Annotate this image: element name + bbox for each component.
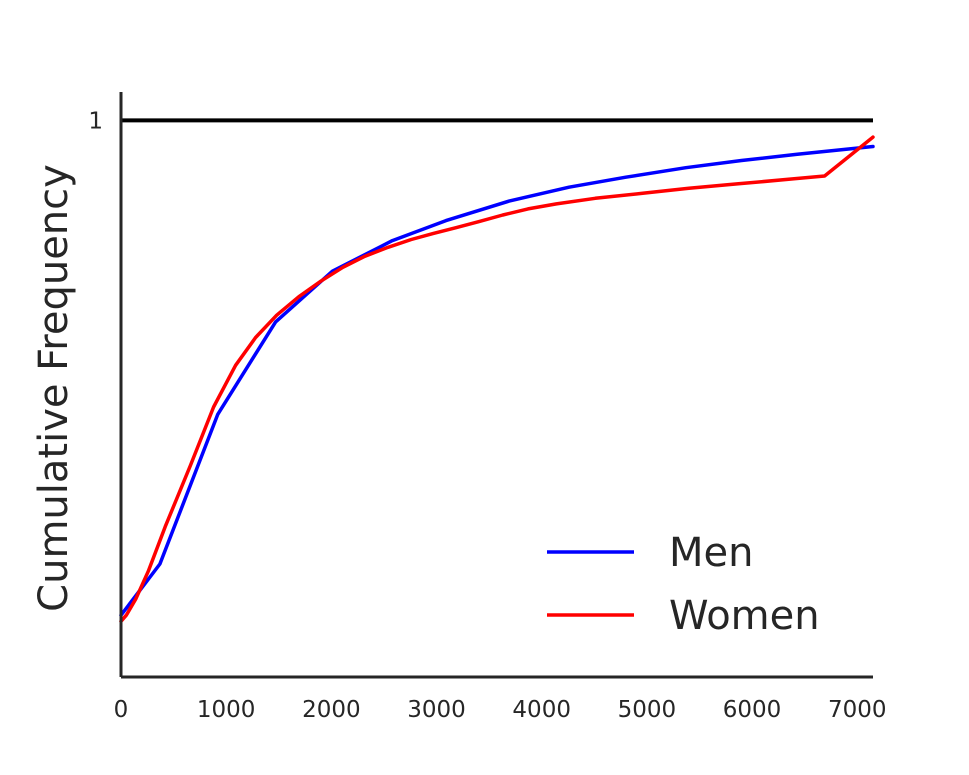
series-lines [119,135,875,624]
x-tick-label: 4000 [512,697,571,723]
legend: Men Women [547,530,820,639]
y-tick-labels: 1 [88,108,103,134]
y-axis-title: Cumulative Frequency [31,164,77,612]
legend-label-men: Men [669,530,753,576]
series-line-women [119,135,875,624]
axes [119,92,873,679]
x-tick-labels: 0 1000 2000 3000 4000 5000 6000 7000 [114,697,887,723]
legend-label-women: Women [669,593,820,639]
x-tick-label: 2000 [302,697,361,723]
x-tick-label: 3000 [407,697,466,723]
x-tick-label: 6000 [723,697,782,723]
x-tick-label: 5000 [618,697,677,723]
y-tick-label: 1 [88,108,103,134]
x-tick-label: 1000 [197,697,256,723]
plot-area: 0 1000 2000 3000 4000 5000 6000 7000 1 [88,92,886,723]
x-tick-label: 7000 [828,697,887,723]
x-tick-label: 0 [114,697,129,723]
series-line-men [119,144,875,617]
